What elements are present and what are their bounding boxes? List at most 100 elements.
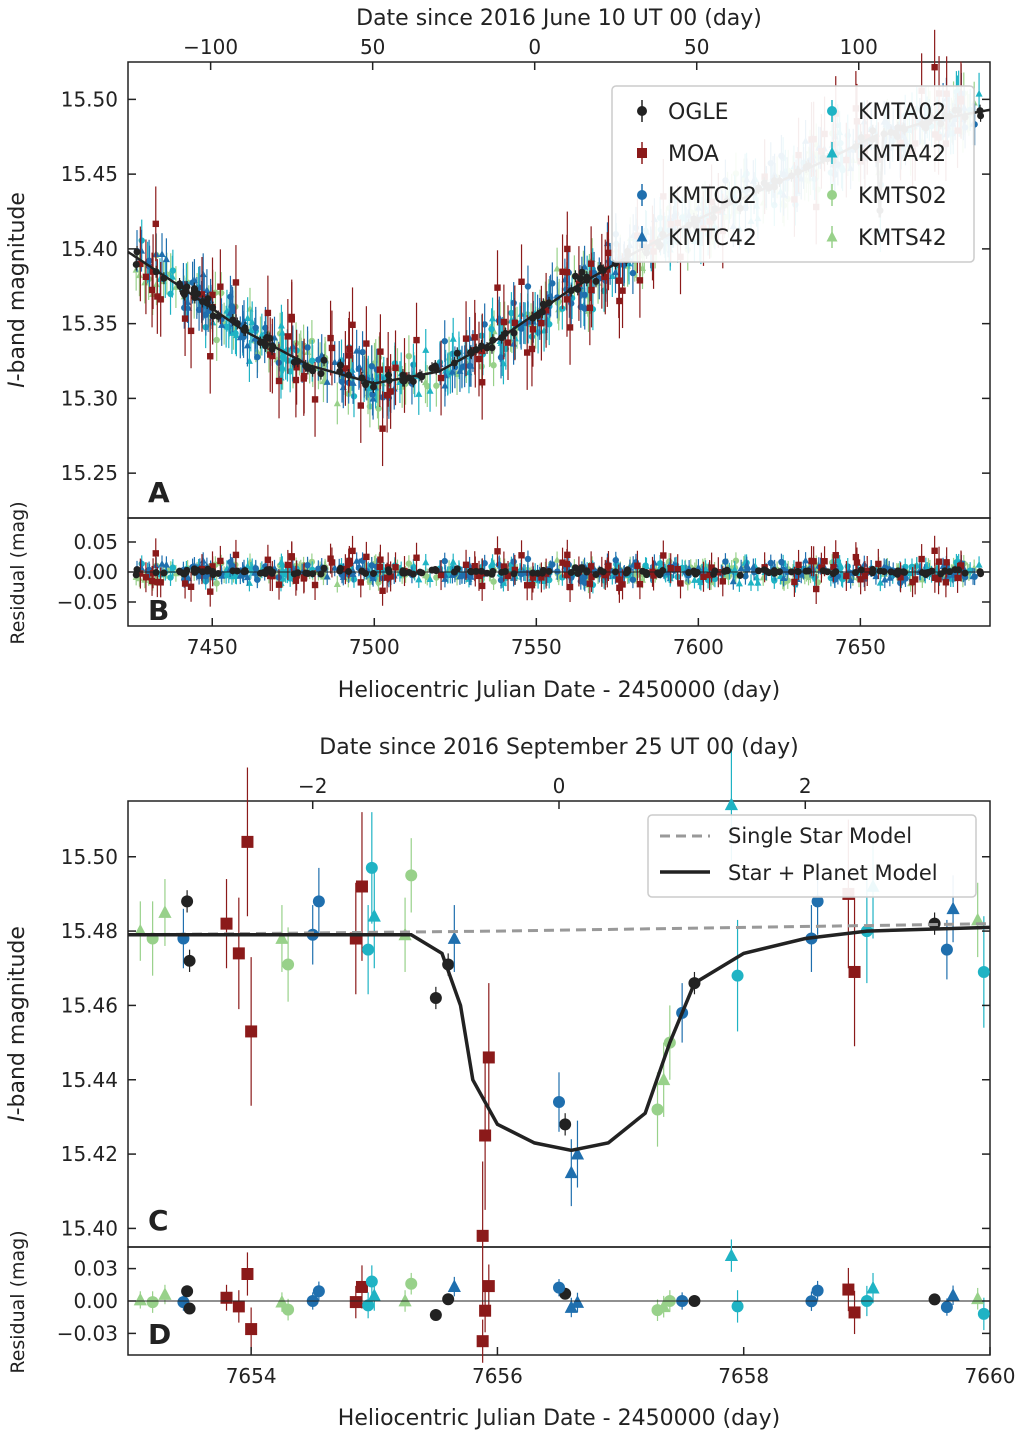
panel-a-point-kmtc42 <box>458 362 466 370</box>
panel-a-point-kmtc02 <box>510 299 517 307</box>
panel-c-point-kmtc02 <box>811 895 824 908</box>
panel-a-point-moa <box>187 327 195 335</box>
panel-b-point-ogle <box>336 567 344 575</box>
panel-a-point-kmtc42 <box>353 346 361 354</box>
panel-b-point-kmts42 <box>421 571 430 579</box>
panel-d-xlabel: Heliocentric Julian Date - 2450000 (day) <box>338 1406 780 1431</box>
panel-c-point-kmts42 <box>971 912 985 926</box>
panel-b-point-kmta02 <box>771 577 778 584</box>
panel-a-point-ogle <box>336 361 344 369</box>
panel-a-point-ogle <box>209 312 217 320</box>
panel-b-point-ogle <box>578 564 586 572</box>
panel-b-point-ogle <box>829 570 837 578</box>
panel-a-point-kmts02 <box>405 352 413 360</box>
panel-a-point-moa <box>142 273 150 281</box>
panel-d-point-kmta02 <box>362 1299 375 1312</box>
panel-a-point-kmtc02 <box>441 337 448 345</box>
panel-b-point-kmtc02 <box>767 559 774 567</box>
panel-a-point-kmtc42 <box>323 378 331 385</box>
panel-c-point-kmta02 <box>365 861 378 874</box>
panel-b-point-kmtc42 <box>218 572 226 579</box>
panel-d-point-kmts42 <box>133 1292 147 1306</box>
panel-a-point-moa <box>471 334 478 341</box>
panel-b-point-ogle <box>345 567 353 575</box>
panel-a-top-xlabel: Date since 2016 June 10 UT 00 (day) <box>356 6 762 31</box>
panel-b-point-kmtc02 <box>441 557 448 565</box>
panel-c-letter: C <box>148 1204 169 1237</box>
panel-c-top-tick-label: 0 <box>553 774 566 798</box>
panel-b-point-moa <box>284 561 292 569</box>
panel-b-point-kmtc02 <box>254 576 261 583</box>
panel-a-point-ogle <box>190 288 198 296</box>
panel-a-point-kmtc02 <box>497 354 505 361</box>
panel-b-point-ogle <box>894 567 902 575</box>
panel-d-point-moa <box>232 1300 245 1313</box>
panel-d-point-kmtc02 <box>553 1281 565 1294</box>
panel-b-point-ogle <box>869 565 877 573</box>
panel-a-point-kmta42 <box>415 390 423 397</box>
legend-a-label-kmtc42: KMTC42 <box>668 226 757 251</box>
legend-a-swatch-kmts02 <box>827 190 837 200</box>
panel-b-y-tick-label: 0.05 <box>73 530 118 554</box>
panel-d-point-kmts42 <box>971 1291 985 1305</box>
panel-a-point-kmta02 <box>222 323 230 330</box>
panel-a-point-kmtc42 <box>349 379 357 386</box>
panel-a-point-moa <box>198 291 206 298</box>
panel-a-point-moa <box>327 334 334 342</box>
panel-a-point-ogle <box>571 272 579 280</box>
panel-b-point-moa <box>529 574 537 581</box>
panel-a-point-kmtc42 <box>517 323 525 330</box>
panel-b-point-moa <box>634 562 641 569</box>
panel-d-ylabel: Residual (mag) <box>7 1230 29 1373</box>
panel-d-point-kmta02 <box>731 1300 744 1313</box>
panel-a-point-moa <box>157 296 164 303</box>
panel-a-point-moa <box>207 353 214 360</box>
panel-c-point-moa <box>848 965 861 978</box>
panel-d-point-moa <box>355 1280 368 1293</box>
panel-b-point-moa <box>942 579 950 586</box>
panel-d-point-kmta02 <box>977 1307 990 1320</box>
panel-a-point-ogle <box>431 362 439 370</box>
panel-d-point-kmta42 <box>724 1248 738 1262</box>
panel-c-top-xlabel: Date since 2016 September 25 UT 00 (day) <box>319 735 798 760</box>
panel-b-letter: B <box>148 594 169 627</box>
panel-b-point-kmtc42 <box>847 576 855 584</box>
panel-b-point-moa <box>300 574 308 581</box>
panel-b-point-ogle <box>592 571 600 579</box>
panel-b-point-moa <box>636 580 644 588</box>
panel-a-point-moa <box>605 249 612 257</box>
panel-a-point-kmta42 <box>449 334 457 342</box>
panel-a-y-tick-label: 15.25 <box>61 461 118 485</box>
panel-a-point-moa <box>284 333 292 340</box>
panel-a-point-moa <box>619 287 626 294</box>
panel-b-point-kmts02 <box>405 560 413 567</box>
panel-b-point-kmtc02 <box>612 556 619 564</box>
panel-a-point-kmts02 <box>490 362 497 369</box>
panel-b-point-moa <box>152 550 159 557</box>
panel-d-points <box>133 1239 990 1363</box>
panel-a-point-kmta42 <box>277 321 285 329</box>
panel-b-point-ogle <box>190 566 198 574</box>
panel-b-point-moa <box>911 576 919 583</box>
panel-a-point-kmtc02 <box>252 324 259 332</box>
panel-b-point-moa <box>342 565 349 573</box>
panel-a-point-kmtc42 <box>218 321 226 328</box>
panel-c-point-kmtc02 <box>312 895 325 908</box>
panel-b-point-kmta42 <box>731 565 739 573</box>
panel-d-point-moa <box>842 1283 855 1296</box>
panel-a-point-kmtc42 <box>243 341 251 349</box>
panel-a-point-kmta42 <box>499 359 507 367</box>
panel-a-y-tick-label: 15.50 <box>61 87 118 111</box>
panel-b-point-moa <box>275 581 283 588</box>
panel-c-point-kmts42 <box>158 905 172 918</box>
panel-a-point-kmtc42 <box>226 309 234 316</box>
model-curves-layer <box>127 108 991 1302</box>
panel-c-point-kmts42 <box>657 1072 671 1086</box>
panel-a-point-moa <box>379 425 386 432</box>
panel-a-point-kmts42 <box>372 356 380 363</box>
panel-c-y-tick-label: 15.40 <box>61 1216 118 1240</box>
panel-b-point-moa <box>832 552 839 559</box>
panel-b-point-moa <box>943 559 950 566</box>
panel-a-point-kmtc42 <box>162 255 170 263</box>
panel-b-point-ogle <box>819 567 827 575</box>
